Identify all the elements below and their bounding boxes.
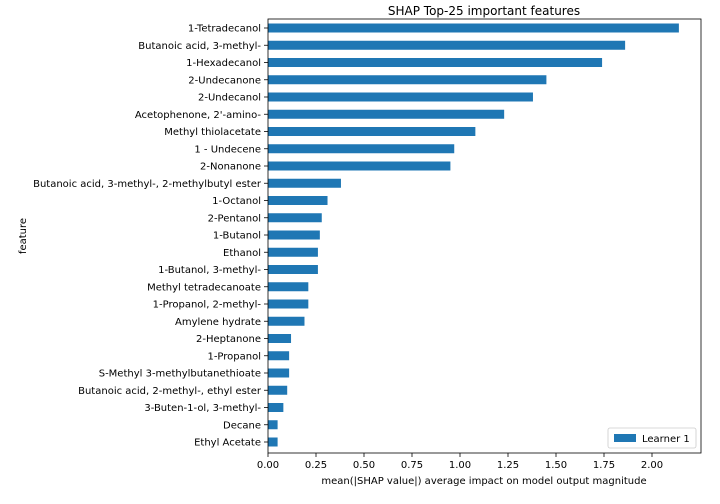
chart-title: SHAP Top-25 important features — [388, 4, 580, 18]
y-tick-label: Acetophenone, 2'-amino- — [135, 110, 262, 121]
x-tick-label: 0.00 — [257, 460, 279, 471]
y-axis-label: feature — [18, 218, 29, 254]
bar — [268, 178, 341, 188]
x-tick-label: 0.75 — [401, 460, 423, 471]
y-tick-group: 1-Tetradecanol Butanoic acid, 3-methyl- 1-… — [33, 24, 268, 449]
bar — [268, 351, 290, 361]
bar — [268, 334, 292, 343]
y-tick-label: 1-Propanol — [207, 351, 261, 362]
x-axis-label: mean(|SHAP value|) average impact on mod… — [321, 476, 646, 487]
y-tick-label: Ethyl Acetate — [194, 438, 261, 449]
y-tick-label: 1-Butanol, 3-methyl- — [158, 265, 261, 276]
y-tick-label: S-Methyl 3-methylbutanethioate — [99, 369, 261, 380]
y-tick-label: Butanoic acid, 3-methyl-, 2-methylbutyl … — [33, 179, 262, 190]
x-tick-label: 1.75 — [593, 460, 615, 471]
y-tick-label: Amylene hydrate — [175, 317, 261, 328]
bar — [268, 23, 679, 33]
y-tick-label: Butanoic acid, 3-methyl- — [138, 41, 261, 52]
y-tick-label: 1-Propanol, 2-methyl- — [153, 300, 262, 311]
bar — [268, 385, 288, 395]
x-tick-label: 0.25 — [305, 460, 327, 471]
y-tick-label: 1-Tetradecanol — [188, 24, 261, 35]
bar — [268, 196, 328, 205]
y-tick-label: Methyl thiolacetate — [164, 127, 261, 138]
bar — [268, 75, 547, 85]
bar — [268, 213, 322, 223]
bar — [268, 144, 455, 154]
bar — [268, 58, 603, 67]
bar — [268, 109, 505, 119]
bar — [268, 265, 318, 274]
legend-label: Learner 1 — [642, 434, 690, 445]
bar — [268, 127, 476, 136]
bar — [268, 299, 309, 309]
y-tick-label: 2-Pentanol — [208, 213, 261, 224]
bar — [268, 40, 626, 50]
bar — [268, 92, 533, 102]
y-tick-label: 1-Hexadecanol — [186, 58, 261, 69]
bar — [268, 282, 309, 292]
x-tick-label: 1.00 — [449, 460, 471, 471]
x-tick-label: 0.50 — [353, 460, 375, 471]
bar — [268, 247, 318, 257]
bars-group — [268, 23, 679, 447]
y-tick-label: 2-Nonanone — [200, 162, 261, 173]
plot-frame — [267, 18, 702, 454]
bar — [268, 230, 320, 240]
x-tick-label: 1.25 — [497, 460, 519, 471]
bar — [268, 368, 290, 378]
bar — [268, 420, 278, 430]
y-tick-label: 1 - Undecene — [194, 144, 261, 155]
y-tick-label: Butanoic acid, 2-methyl-, ethyl ester — [78, 386, 262, 397]
y-tick-label: 1-Butanol — [213, 231, 261, 242]
y-tick-label: 2-Heptanone — [196, 334, 261, 345]
y-tick-label: Decane — [223, 420, 261, 431]
legend-box — [607, 427, 697, 449]
y-tick-label: 3-Buten-1-ol, 3-methyl- — [144, 403, 261, 414]
bar — [268, 437, 278, 447]
y-tick-label: 2-Undecanone — [188, 75, 261, 86]
x-tick-group: 0.00 0.25 0.50 0.75 1.00 1.25 1.50 1.75 2.00 — [257, 453, 663, 471]
y-tick-label: Methyl tetradecanoate — [147, 282, 261, 293]
y-tick-label: Ethanol — [223, 248, 261, 259]
y-tick-label: 2-Undecanol — [198, 93, 261, 104]
bar — [268, 316, 305, 326]
bar — [268, 403, 284, 412]
bar — [268, 161, 451, 171]
x-tick-label: 2.00 — [641, 460, 663, 471]
legend: Learner 1 — [607, 427, 697, 449]
y-tick-label: 1-Octanol — [212, 196, 261, 207]
legend-swatch — [614, 434, 636, 442]
x-tick-label: 1.50 — [545, 460, 567, 471]
